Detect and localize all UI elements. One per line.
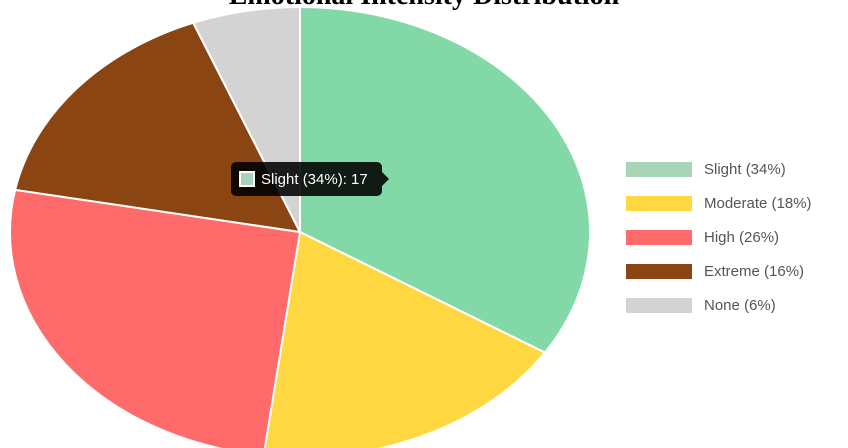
tooltip: Slight (34%): 17 bbox=[231, 162, 389, 196]
legend-swatch bbox=[626, 263, 692, 279]
tooltip-swatch bbox=[239, 171, 255, 187]
legend-label: Slight (34%) bbox=[704, 160, 786, 178]
legend-swatch bbox=[626, 297, 692, 313]
legend-item[interactable]: High (26%) bbox=[626, 220, 812, 254]
pie-slice[interactable] bbox=[13, 21, 302, 234]
legend-label: High (26%) bbox=[704, 228, 780, 246]
legend-label: None (6%) bbox=[704, 296, 776, 314]
legend-label: Moderate (18%) bbox=[704, 194, 812, 212]
tooltip-text: Slight (34%): 17 bbox=[261, 170, 368, 188]
legend-item[interactable]: Extreme (16%) bbox=[626, 254, 812, 288]
chart-title: Emotional Intensity Distribution bbox=[0, 0, 848, 10]
legend-swatch bbox=[626, 161, 692, 177]
legend-swatch bbox=[626, 195, 692, 211]
legend-item[interactable]: Moderate (18%) bbox=[626, 186, 812, 220]
pie-slice[interactable] bbox=[263, 230, 547, 448]
pie-slice[interactable] bbox=[9, 188, 302, 448]
legend-label: Extreme (16%) bbox=[704, 262, 805, 280]
legend-item[interactable]: Slight (34%) bbox=[626, 152, 812, 186]
legend-item[interactable]: None (6%) bbox=[626, 288, 812, 322]
pie-slice[interactable] bbox=[299, 5, 591, 354]
legend-swatch bbox=[626, 229, 692, 245]
legend: Slight (34%) Moderate (18%) High (26%) E… bbox=[626, 152, 812, 322]
